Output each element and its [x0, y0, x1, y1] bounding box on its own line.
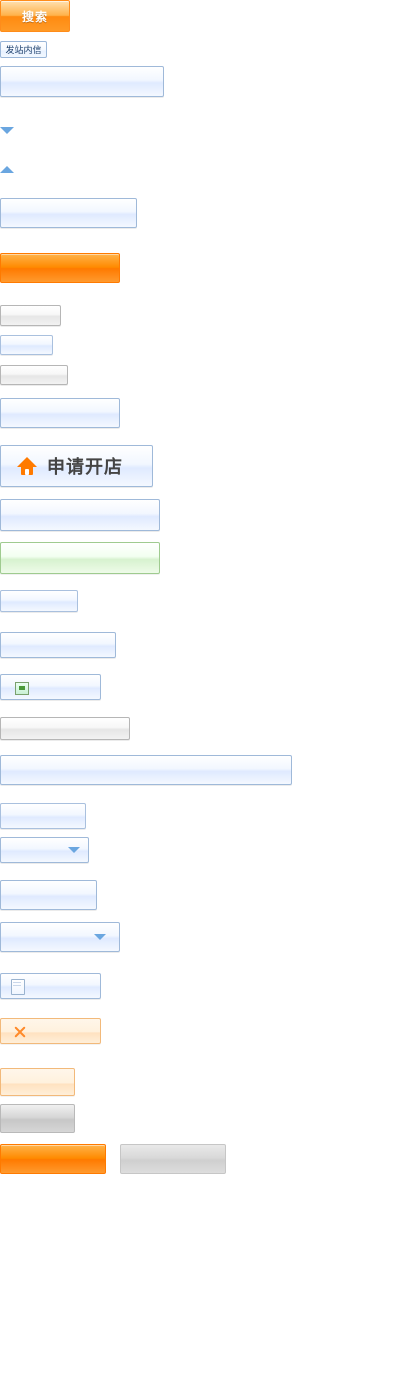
silver-button[interactable] [0, 1104, 75, 1133]
grey-button-long[interactable] [0, 717, 130, 740]
grey-button-small[interactable] [0, 305, 61, 326]
chevron-up-icon[interactable] [0, 166, 14, 174]
send-message-label: 发站内信 [5, 46, 42, 56]
blue-button[interactable] [0, 398, 120, 428]
orange-button[interactable] [0, 253, 120, 283]
search-button[interactable]: 搜索 [0, 0, 70, 32]
close-icon [13, 1025, 27, 1039]
send-message-button[interactable]: 发站内信 [0, 41, 47, 58]
apply-shop-button[interactable]: 申请开店 [0, 445, 153, 487]
blue-button-large[interactable] [0, 499, 160, 531]
document-button[interactable] [0, 973, 101, 999]
chevron-down-icon [68, 847, 80, 853]
blue-button-wide[interactable] [0, 66, 164, 97]
blue-button-compact[interactable] [0, 590, 78, 612]
chevron-down-shape [94, 934, 106, 940]
home-icon-roof [17, 457, 37, 467]
blue-button-small-2[interactable] [0, 803, 86, 829]
chevron-down-icon[interactable] [0, 127, 14, 135]
orange-bar-button[interactable] [0, 1144, 106, 1174]
blue-button-long[interactable] [0, 632, 116, 658]
chevron-down-shape [68, 847, 80, 853]
search-button-label: 搜索 [21, 9, 48, 24]
home-icon-door [25, 469, 29, 475]
grey-button[interactable] [0, 365, 68, 385]
chevron-down-icon [94, 934, 106, 940]
peach-button[interactable] [0, 1068, 75, 1096]
blue-button-small[interactable] [0, 335, 53, 355]
chevron-up-shape [0, 166, 14, 173]
image-button[interactable] [0, 674, 101, 700]
apply-shop-label: 申请开店 [47, 457, 123, 478]
close-button[interactable] [0, 1018, 101, 1044]
home-icon [17, 457, 37, 475]
image-icon [15, 682, 29, 695]
blue-button-mid[interactable] [0, 880, 97, 910]
dropdown-button-wide[interactable] [0, 922, 120, 952]
blue-button-xl[interactable] [0, 755, 292, 785]
silver-bar-button[interactable] [120, 1144, 226, 1174]
green-button[interactable] [0, 542, 160, 574]
dropdown-button[interactable] [0, 837, 89, 863]
chevron-down-shape [0, 127, 14, 134]
blue-button-medium[interactable] [0, 198, 137, 228]
document-icon [11, 979, 25, 995]
